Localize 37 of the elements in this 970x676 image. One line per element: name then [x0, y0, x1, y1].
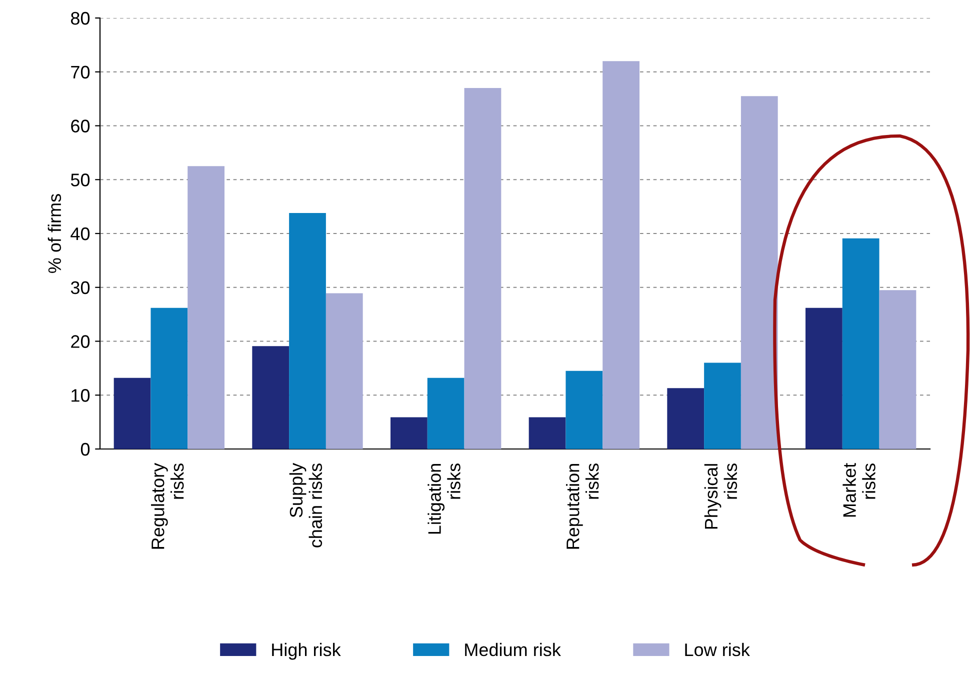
y-tick-label: 30	[70, 281, 90, 294]
y-tick-label: 40	[70, 227, 90, 240]
bar	[704, 362, 741, 449]
bar	[528, 417, 566, 449]
legend-label: Medium risk	[465, 642, 561, 656]
bar	[602, 61, 640, 449]
y-tick-label: 0	[80, 442, 90, 456]
bar	[842, 238, 880, 449]
bar	[740, 96, 778, 449]
y-tick-label: 60	[71, 120, 90, 132]
bar	[427, 378, 464, 449]
y-tick-label: 80	[70, 12, 90, 25]
bar	[879, 290, 916, 449]
bar	[252, 346, 290, 449]
y-tick-label: 50	[70, 174, 90, 186]
x-tick-label: Litigation risks	[428, 464, 460, 534]
bar	[390, 417, 428, 449]
bar	[806, 308, 842, 449]
x-tick-label: Market risks	[842, 463, 876, 517]
x-tick-label: Reputation risks	[566, 464, 599, 549]
x-tick-label: Supply chain risks	[289, 462, 322, 548]
y-tick-label: 20	[71, 335, 90, 348]
bar	[667, 388, 704, 449]
bar	[289, 213, 326, 449]
x-tick-label: Regulatory risks	[151, 462, 184, 549]
bar	[150, 308, 188, 449]
legend-label: Low risk	[685, 642, 750, 656]
y-tick-label: 10	[72, 389, 90, 402]
y-tick-label: 70	[71, 66, 90, 79]
bar	[464, 88, 502, 449]
bar	[188, 166, 224, 449]
bar	[114, 378, 151, 449]
legend-label: High risk	[272, 642, 341, 660]
y-axis-title: % of firms	[48, 194, 62, 273]
bar	[326, 293, 363, 449]
bar	[566, 370, 603, 449]
x-tick-label: Physical risks	[704, 464, 738, 529]
